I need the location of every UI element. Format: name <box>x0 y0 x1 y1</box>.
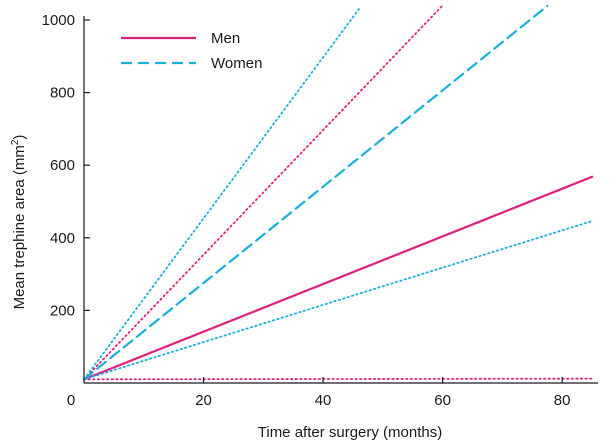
x-tick-label: 0 <box>67 392 75 409</box>
x-tick-label: 20 <box>195 392 212 409</box>
y-tick-label: 200 <box>50 302 75 319</box>
y-axis-title-main: Mean trephine area (mm <box>11 145 28 309</box>
y-axis-title-close: ) <box>11 135 28 140</box>
x-tick-label: 60 <box>434 392 451 409</box>
series-line-men-lower-ci <box>83 377 593 381</box>
plot-lines <box>82 4 594 381</box>
ticks: 0 20 40 60 80 200 400 600 800 1000 <box>42 12 571 409</box>
series-line-women-upper-ci <box>83 8 360 381</box>
y-tick-label: 600 <box>50 157 75 174</box>
y-axis-title-superscript: 2 <box>10 139 21 145</box>
legend-label-women: Women <box>211 55 262 72</box>
series-line-men-upper-ci <box>83 5 444 381</box>
series-line-women-lower-ci <box>83 220 593 381</box>
x-axis-title: Time after surgery (months) <box>258 424 443 441</box>
series-line-men-mean <box>82 175 594 381</box>
y-tick-label: 1000 <box>42 12 75 29</box>
y-tick-label: 400 <box>50 230 75 247</box>
legend-label-men: Men <box>211 30 240 47</box>
axes <box>83 16 598 384</box>
y-axis-title: Mean trephine area (mm2) <box>10 135 28 310</box>
series-line-women-mean <box>82 4 549 381</box>
x-tick-label: 40 <box>315 392 332 409</box>
legend: Men Women <box>121 30 262 72</box>
y-tick-label: 800 <box>50 85 75 102</box>
x-tick-label: 80 <box>554 392 571 409</box>
